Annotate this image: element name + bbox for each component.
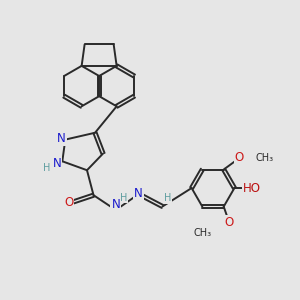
Text: N: N: [134, 188, 143, 200]
Text: CH₃: CH₃: [256, 153, 274, 163]
Text: O: O: [64, 196, 74, 209]
Text: CH₃: CH₃: [193, 228, 211, 238]
Text: N: N: [111, 198, 120, 211]
Text: N: N: [52, 157, 61, 170]
Text: O: O: [235, 151, 244, 164]
Text: HO: HO: [243, 182, 261, 194]
Text: O: O: [224, 215, 234, 229]
Text: H: H: [121, 193, 128, 202]
Text: N: N: [57, 132, 66, 145]
Text: H: H: [164, 193, 172, 203]
Text: H: H: [43, 163, 51, 173]
